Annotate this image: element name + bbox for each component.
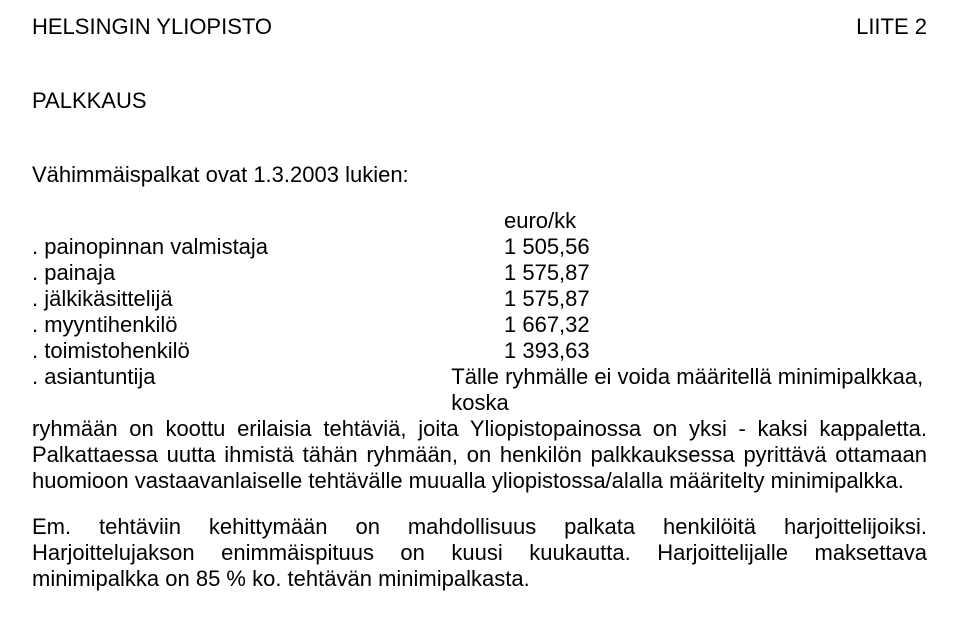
row-label: . painaja: [32, 260, 504, 286]
row-value: 1 667,32: [504, 312, 590, 338]
intro-line: Vähimmäispalkat ovat 1.3.2003 lukien:: [32, 162, 927, 188]
row-label: . jälkikäsittelijä: [32, 286, 504, 312]
body-paragraph-1: ryhmään on koottu erilaisia tehtäviä, jo…: [32, 416, 927, 494]
table-row: . painopinnan valmistaja 1 505,56: [32, 234, 927, 260]
row-label: . toimistohenkilö: [32, 338, 504, 364]
row-value: 1 575,87: [504, 260, 590, 286]
asiantuntija-first-line: Tälle ryhmälle ei voida määritellä minim…: [451, 364, 927, 416]
table-row: . toimistohenkilö 1 393,63: [32, 338, 927, 364]
header-left: HELSINGIN YLIOPISTO: [32, 14, 272, 40]
salary-table: . painopinnan valmistaja 1 505,56 . pain…: [32, 234, 927, 364]
table-row: . myyntihenkilö 1 667,32: [32, 312, 927, 338]
row-label: . painopinnan valmistaja: [32, 234, 504, 260]
row-value: 1 575,87: [504, 286, 590, 312]
table-row: . jälkikäsittelijä 1 575,87: [32, 286, 927, 312]
asiantuntija-label: . asiantuntija: [32, 364, 451, 416]
header-right: LIITE 2: [856, 14, 927, 40]
row-value: 1 505,56: [504, 234, 590, 260]
row-label: . myyntihenkilö: [32, 312, 504, 338]
row-value: 1 393,63: [504, 338, 590, 364]
section-title: PALKKAUS: [32, 88, 927, 114]
body-paragraph-2: Em. tehtäviin kehittymään on mahdollisuu…: [32, 514, 927, 592]
column-header: euro/kk: [504, 208, 927, 234]
asiantuntija-row: . asiantuntija Tälle ryhmälle ei voida m…: [32, 364, 927, 416]
table-row: . painaja 1 575,87: [32, 260, 927, 286]
